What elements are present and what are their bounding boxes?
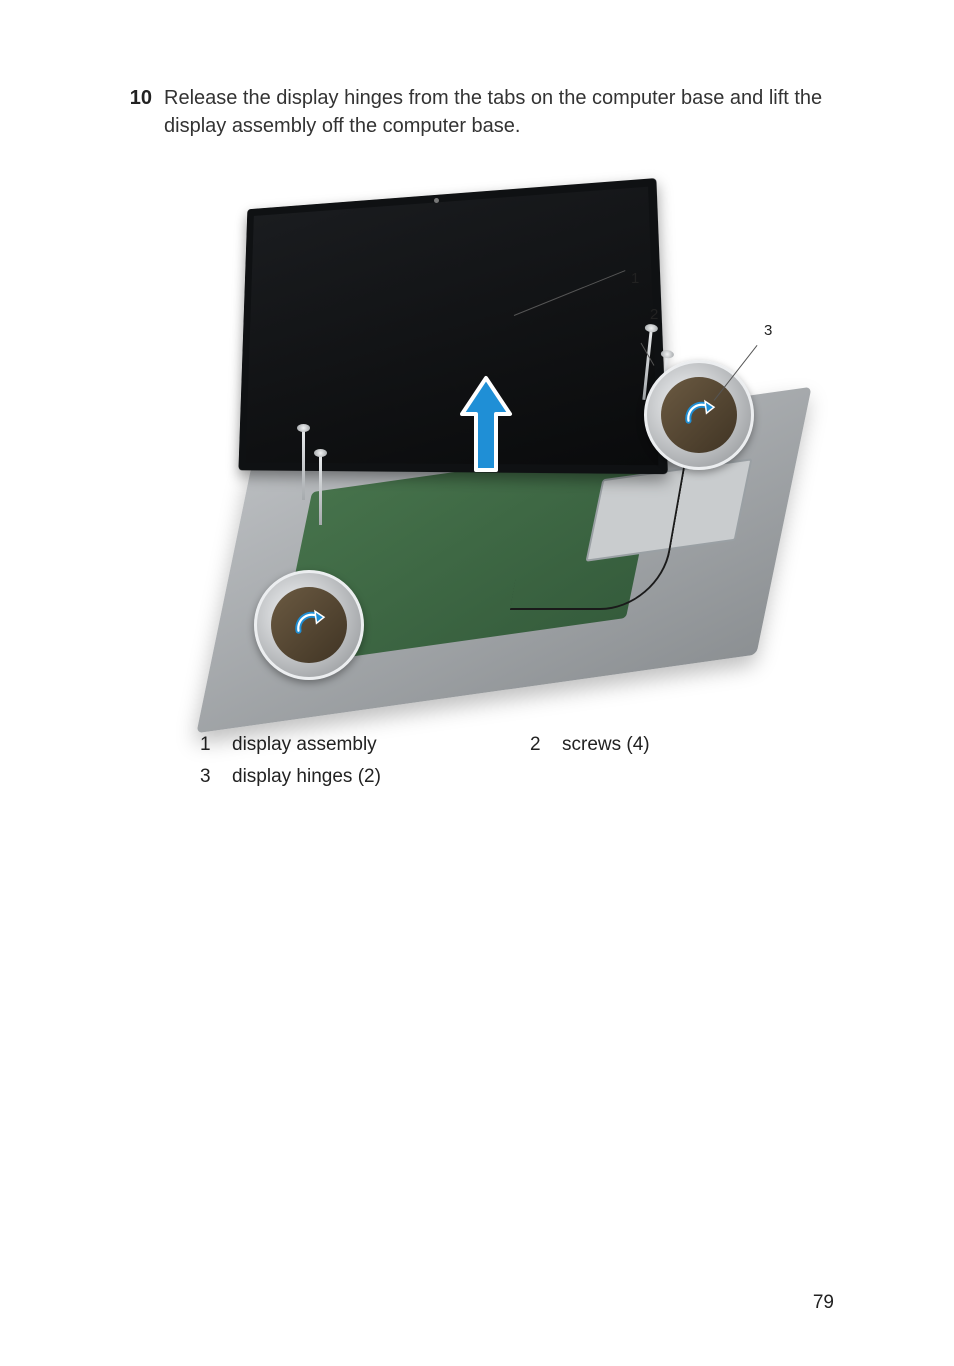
step-number: 10 xyxy=(120,84,164,112)
page-number: 79 xyxy=(813,1292,834,1314)
legend-label: display hinges (2) xyxy=(232,766,381,788)
legend-cell: 2 screws (4) xyxy=(530,734,650,756)
hinge-detail-left xyxy=(254,570,364,680)
lift-arrow-icon xyxy=(456,370,516,480)
legend-label: display assembly xyxy=(232,734,377,756)
rotate-arrow-icon xyxy=(291,605,327,641)
callout-number: 2 xyxy=(650,306,658,323)
screw-icon xyxy=(319,455,322,525)
screw-icon xyxy=(302,430,305,500)
legend-label: screws (4) xyxy=(562,734,650,756)
step-item: 10 Release the display hinges from the t… xyxy=(120,84,834,140)
callout-number: 3 xyxy=(764,322,772,339)
step-instruction-text: Release the display hinges from the tabs… xyxy=(164,84,834,140)
legend-row: 3 display hinges (2) xyxy=(200,766,834,788)
page: 10 Release the display hinges from the t… xyxy=(0,0,954,1366)
legend-cell: 3 display hinges (2) xyxy=(200,766,530,788)
callout-number: 1 xyxy=(631,270,639,287)
legend-number: 1 xyxy=(200,734,232,756)
legend-number: 3 xyxy=(200,766,232,788)
legend-number: 2 xyxy=(530,734,562,756)
hinge-detail-right xyxy=(644,360,754,470)
webcam-dot xyxy=(434,198,439,203)
figure-legend: 1 display assembly 2 screws (4) 3 displa… xyxy=(200,734,834,788)
legend-cell: 1 display assembly xyxy=(200,734,530,756)
rotate-arrow-icon xyxy=(681,395,717,431)
figure-illustration: 1 2 3 xyxy=(164,170,784,710)
legend-row: 1 display assembly 2 screws (4) xyxy=(200,734,834,756)
